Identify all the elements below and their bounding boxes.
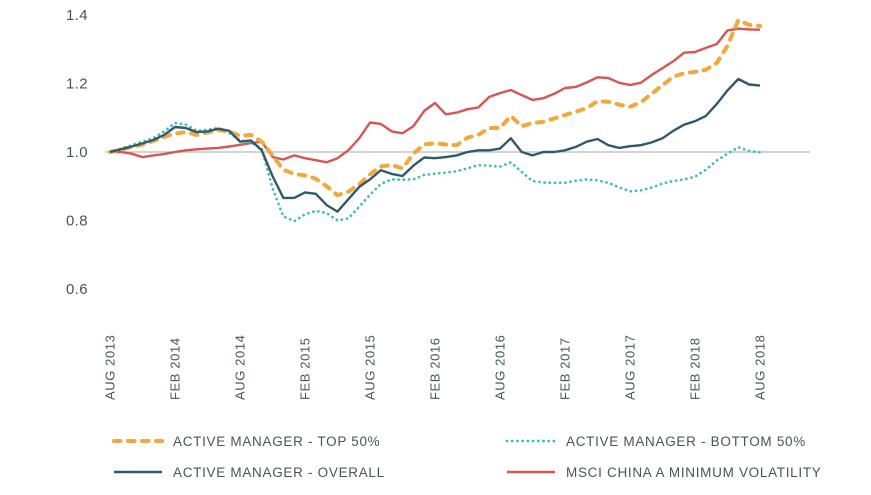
x-tick-label: AUG 2014 xyxy=(233,334,248,400)
x-tick-label: FEB 2018 xyxy=(688,337,703,400)
legend-swatch-solid-line xyxy=(114,470,162,474)
y-tick-label: 1.4 xyxy=(66,7,88,24)
y-tick-label: 1.2 xyxy=(66,76,88,93)
legend-label-msci: MSCI CHINA A MINIMUM VOLATILITY xyxy=(566,464,822,480)
series-line-msci xyxy=(110,27,761,164)
legend-swatch-dotted-line xyxy=(505,439,557,443)
legend-label-top50: ACTIVE MANAGER - TOP 50% xyxy=(173,433,381,449)
series-line-top50 xyxy=(108,18,762,198)
legend-label-overall: ACTIVE MANAGER - OVERALL xyxy=(173,464,385,480)
x-tick-label: AUG 2015 xyxy=(363,334,378,400)
legend-swatch-solid-line xyxy=(507,470,555,474)
legend-item-msci: MSCI CHINA A MINIMUM VOLATILITY xyxy=(505,462,857,482)
series-line-bottom50 xyxy=(108,121,762,223)
y-tick-label: 0.8 xyxy=(66,213,88,230)
x-tick-label: FEB 2017 xyxy=(558,337,573,400)
x-tick-label: FEB 2014 xyxy=(168,337,183,400)
x-tick-label: AUG 2017 xyxy=(623,334,638,400)
legend-item-bottom50: ACTIVE MANAGER - BOTTOM 50% xyxy=(505,431,857,451)
legend-item-overall: ACTIVE MANAGER - OVERALL xyxy=(112,462,505,482)
x-tick-label: AUG 2018 xyxy=(753,334,768,400)
series-lines xyxy=(108,18,762,223)
x-tick-label: FEB 2015 xyxy=(298,337,313,400)
chart-legend: ACTIVE MANAGER - TOP 50% ACTIVE MANAGER -… xyxy=(112,431,857,482)
x-tick-label: FEB 2016 xyxy=(428,337,443,400)
legend-swatch-dashed-line xyxy=(112,439,164,443)
y-tick-label: 1.0 xyxy=(66,144,88,161)
y-axis-tick-labels: 0.6 0.8 1.0 1.2 1.4 xyxy=(66,7,88,298)
legend-item-top50: ACTIVE MANAGER - TOP 50% xyxy=(112,431,505,451)
x-tick-label: AUG 2013 xyxy=(103,334,118,400)
x-tick-label: AUG 2016 xyxy=(493,334,508,400)
series-line-overall xyxy=(109,77,761,213)
line-chart: 0.6 0.8 1.0 1.2 1.4 AUG 2013 FEB 2014 AUG 2014… xyxy=(66,7,810,400)
legend-label-bottom50: ACTIVE MANAGER - BOTTOM 50% xyxy=(566,433,806,449)
x-axis-tick-labels: AUG 2013 FEB 2014 AUG 2014 FEB 2015 AUG 2015… xyxy=(103,334,768,400)
y-tick-label: 0.6 xyxy=(66,281,88,298)
